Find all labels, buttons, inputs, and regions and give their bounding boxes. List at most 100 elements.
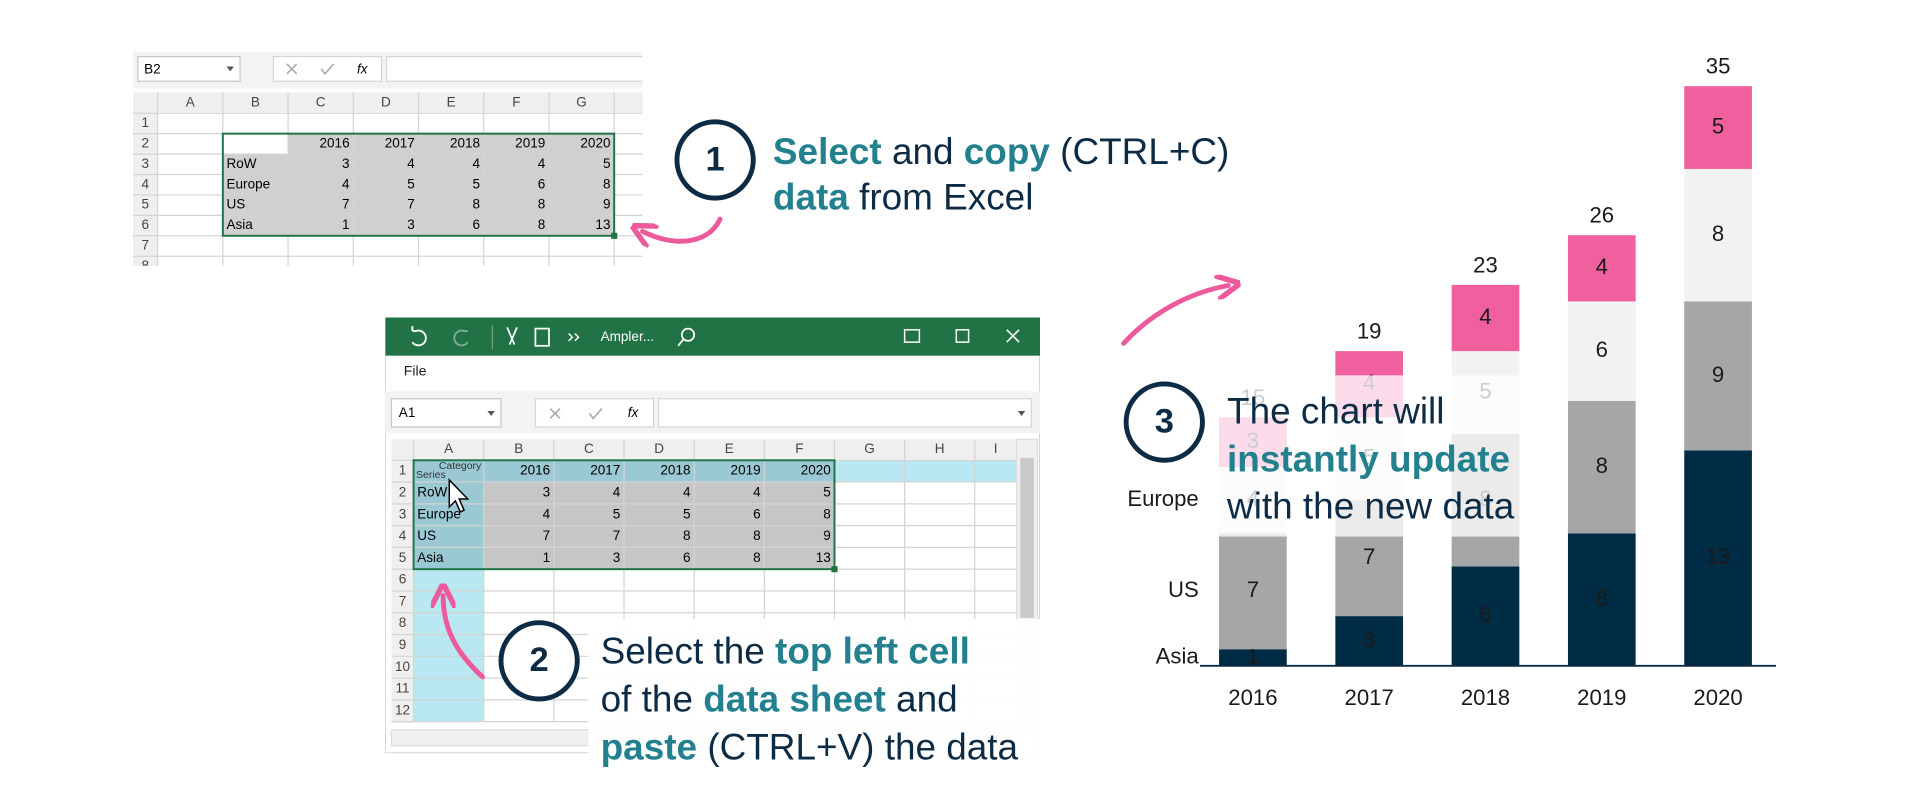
bar-segment [1567,235,1636,302]
cell-text: 2018 [450,135,480,150]
step-text-part: with the new data [1226,485,1515,526]
column-header: I [994,441,998,456]
step-text: with the new data [1226,485,1515,526]
column-header-bg [391,439,1017,460]
column-header: C [316,94,326,109]
selection-border [412,459,836,571]
cell-text: 2017 [385,135,415,150]
fx-icon: fx [628,405,640,420]
cell-text: 2019 [515,135,545,150]
step-circle [1123,381,1205,463]
row-header: 3 [142,156,150,171]
cancel-icon [549,408,561,419]
step-text-part: from Excel [849,176,1034,217]
cell-text: Asia [227,217,254,232]
step-text: The chart will [1227,390,1444,431]
cell-text: 4 [538,156,546,171]
cell-text: 4 [473,156,481,171]
column-header: E [447,94,456,109]
data-label: 3 [1363,627,1375,652]
cell-text: Europe [227,176,271,191]
cell-text: 3 [613,550,621,565]
active-cell [222,133,289,155]
cell-text: 5 [613,506,621,521]
column-header: F [512,94,520,109]
undo-icon [411,326,427,347]
step-text: Select and copy (CTRL+C) [773,131,1229,172]
x-tick-label: 2016 [1228,685,1277,710]
row-header: 12 [395,702,410,717]
row-header: 6 [142,217,150,232]
maximize-button[interactable] [955,329,970,343]
text-backdrop [588,619,1044,792]
data-label: 13 [1706,544,1731,569]
menu-file[interactable]: File [404,362,427,378]
column-header: C [584,441,594,456]
text-backdrop [1212,375,1557,537]
search-icon [681,327,696,342]
cell-text: 8 [753,528,761,543]
row-header: 4 [399,528,407,543]
cell-text: 6 [538,176,546,191]
cell-text: 8 [538,197,546,212]
step-text-part: (CTRL+C) [1050,131,1229,172]
cell-text: 2018 [660,463,690,478]
dropdown [226,66,234,72]
paste-icon [534,327,550,347]
excel-copy-window: B2 fx A B C D E F G 1 2 3 4 5 6 7 8 2016 2017 2018 2019 2020 R… [133,51,643,266]
cell-text: 1 [543,550,551,565]
row-header: 2 [399,485,407,500]
cursor [448,478,470,513]
row-header: 11 [395,681,409,696]
step-text-part: instantly update [1227,438,1510,479]
data-label: 8 [1596,585,1608,610]
step-text-part: Select the [601,630,775,671]
arrow [443,596,485,680]
enter-icon [320,63,335,76]
ribbon-display-button[interactable] [903,329,921,343]
cell-text: 3 [342,156,350,171]
x-tick-label: 2018 [1461,685,1510,710]
cell-text: 3 [543,485,551,500]
cell-text: 8 [603,176,611,191]
bar-segment [1219,533,1287,650]
step-circle [498,620,580,702]
column-header: B [251,94,260,109]
cell-text: 5 [823,485,831,500]
column-header: H [935,441,945,456]
cell-text: 2020 [580,135,610,150]
enter-icon [588,408,603,420]
series-label: Asia [1156,643,1200,668]
bar-segment [1684,301,1752,451]
bar-segment [1684,450,1752,666]
x-tick-label: 2020 [1693,685,1742,710]
cell-text: 2019 [731,463,761,478]
step-text-part: data [773,176,849,217]
bar-segment [1451,566,1520,666]
redo-icon [453,329,469,347]
row-header: 4 [142,176,150,191]
cell-text: 2016 [320,135,350,150]
row-header: 1 [399,463,407,478]
series-label: Europe [1127,486,1198,511]
step-text-part: and [882,131,964,172]
row-header: 5 [142,197,150,212]
cell-text: 7 [613,528,621,543]
step-text-part: and [886,678,958,719]
scroll-thumb [1020,457,1034,618]
cell-text: 2016 [520,463,550,478]
row-header: 7 [399,593,407,608]
arrow [1121,286,1229,346]
close-button[interactable] [1006,329,1020,343]
cell-text: 3 [407,217,415,232]
column-header: G [864,441,875,456]
data-label: 8 [1596,453,1608,478]
step-text-part: Select [773,131,882,172]
cell-text: Series [416,470,446,481]
cell-text: 13 [595,217,610,232]
window-title: Ampler... [601,329,654,344]
cell-text: 7 [543,528,551,543]
data-label: 7 [1363,544,1375,569]
cell-text: 9 [823,528,831,543]
